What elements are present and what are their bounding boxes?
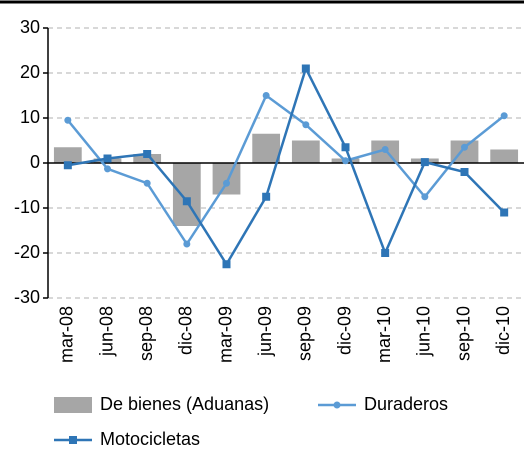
x-tick-label: jun-09 — [255, 306, 275, 357]
point — [63, 161, 72, 170]
y-tick-label: 20 — [20, 62, 40, 82]
point — [341, 143, 350, 152]
bar — [133, 154, 162, 163]
x-tick-label: dic-10 — [493, 306, 513, 355]
point — [302, 121, 310, 129]
legend-label: De bienes (Aduanas) — [100, 394, 269, 414]
line — [67, 65, 506, 267]
bar — [53, 147, 82, 163]
point — [143, 150, 152, 158]
point — [104, 165, 111, 173]
x-tick-label: dic-09 — [334, 306, 354, 355]
point — [301, 64, 310, 73]
y-tick-label: -10 — [14, 197, 40, 217]
x-tick-label: jun-10 — [414, 306, 434, 357]
y-tick-label: -30 — [14, 287, 40, 307]
x-tick-label: sep-09 — [295, 306, 315, 361]
legend-label: Duraderos — [364, 394, 448, 414]
point — [461, 143, 468, 151]
point — [381, 249, 390, 257]
point — [262, 92, 270, 99]
bar — [252, 133, 281, 163]
point — [342, 157, 349, 165]
line — [66, 93, 505, 247]
point — [222, 260, 231, 269]
y-tick-label: 30 — [20, 17, 40, 37]
legend-label: Motocicletas — [100, 429, 200, 449]
x-tick-label: mar-10 — [374, 306, 394, 363]
bar — [490, 149, 519, 163]
point — [103, 154, 112, 163]
legend-marker — [69, 436, 77, 444]
bar — [291, 140, 320, 163]
x-tick-label: sep-08 — [136, 306, 156, 361]
point — [381, 146, 389, 153]
x-tick-label: sep-10 — [453, 306, 473, 361]
bar — [212, 163, 241, 195]
point — [500, 112, 508, 120]
y-tick-label: 0 — [30, 152, 40, 172]
point — [421, 193, 429, 201]
point — [223, 179, 230, 187]
x-tick-label: dic-08 — [176, 306, 196, 355]
y-tick-label: -20 — [14, 242, 40, 262]
point — [182, 197, 191, 206]
point — [143, 179, 151, 187]
x-tick-label: jun-08 — [96, 306, 116, 357]
x-tick-label: mar-08 — [57, 306, 77, 363]
legend-marker — [333, 401, 341, 409]
legend-swatch — [54, 397, 92, 413]
point — [262, 192, 271, 201]
x-tick-label: mar-09 — [215, 306, 235, 363]
point — [183, 240, 191, 248]
point — [500, 208, 509, 217]
point — [460, 168, 469, 176]
y-tick-label: 10 — [20, 107, 40, 127]
point — [420, 158, 429, 167]
point — [64, 116, 72, 124]
